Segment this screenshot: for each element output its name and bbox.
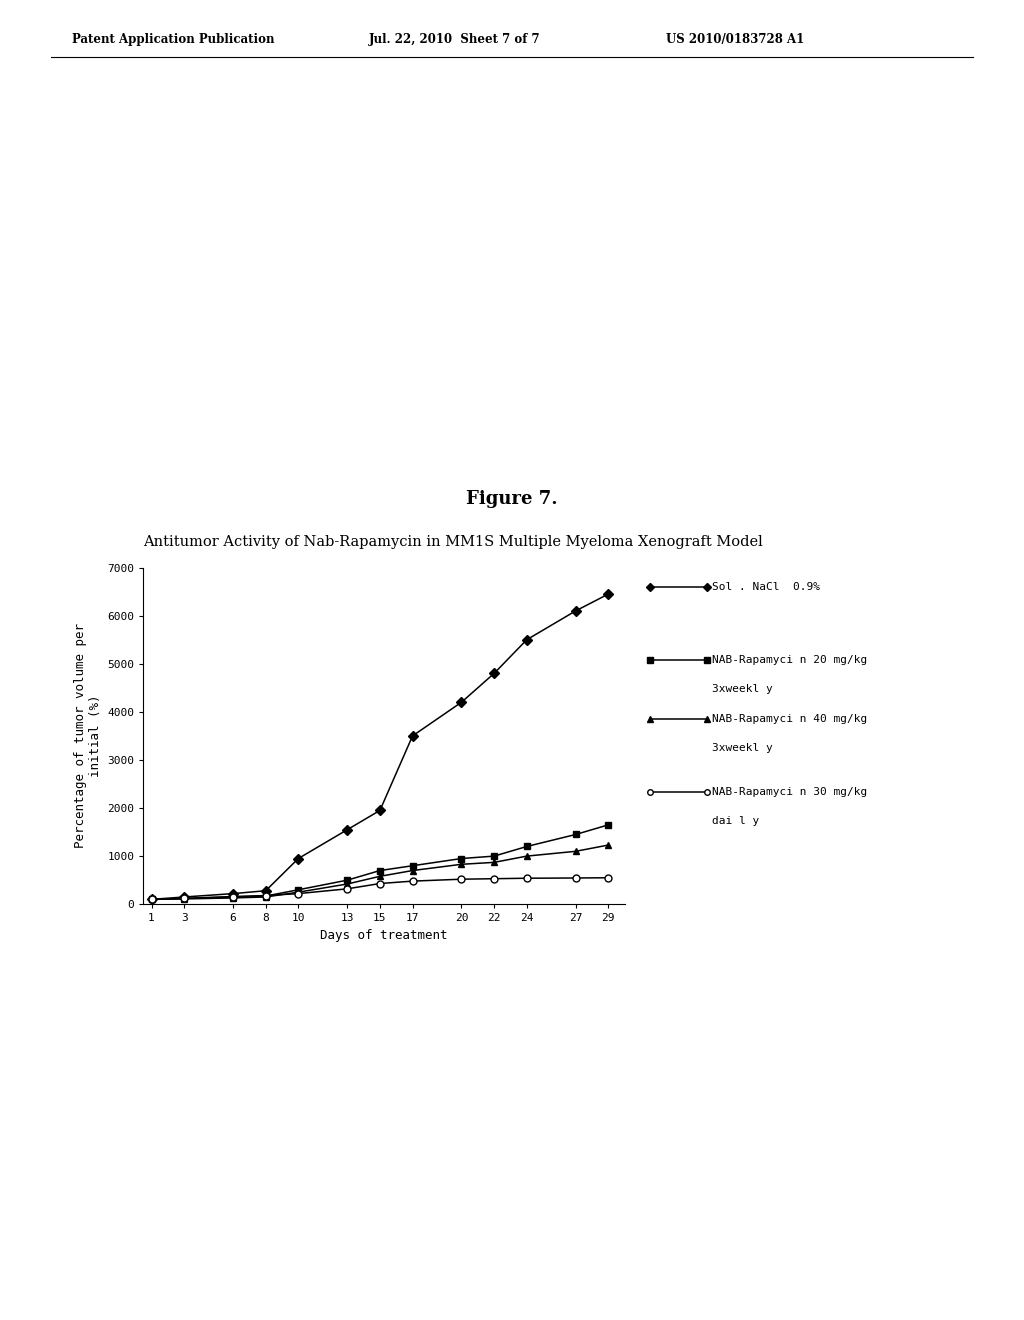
Text: Jul. 22, 2010  Sheet 7 of 7: Jul. 22, 2010 Sheet 7 of 7 (369, 33, 541, 46)
Y-axis label: Percentage of tumor volume per
initial (%): Percentage of tumor volume per initial (… (74, 623, 101, 849)
Text: 3xweekl y: 3xweekl y (712, 684, 772, 694)
Text: US 2010/0183728 A1: US 2010/0183728 A1 (666, 33, 804, 46)
Text: Figure 7.: Figure 7. (466, 490, 558, 508)
Text: dai l y: dai l y (712, 816, 759, 826)
Text: NAB-Rapamyci n 30 mg/kg: NAB-Rapamyci n 30 mg/kg (712, 787, 867, 797)
Text: Sol . NaCl  0.9%: Sol . NaCl 0.9% (712, 582, 819, 593)
Text: Antitumor Activity of Nab-Rapamycin in MM1S Multiple Myeloma Xenograft Model: Antitumor Activity of Nab-Rapamycin in M… (143, 535, 763, 549)
Text: 3xweekl y: 3xweekl y (712, 743, 772, 754)
X-axis label: Days of treatment: Days of treatment (321, 929, 447, 941)
Text: Patent Application Publication: Patent Application Publication (72, 33, 274, 46)
Text: NAB-Rapamyci n 20 mg/kg: NAB-Rapamyci n 20 mg/kg (712, 655, 867, 665)
Text: NAB-Rapamyci n 40 mg/kg: NAB-Rapamyci n 40 mg/kg (712, 714, 867, 725)
